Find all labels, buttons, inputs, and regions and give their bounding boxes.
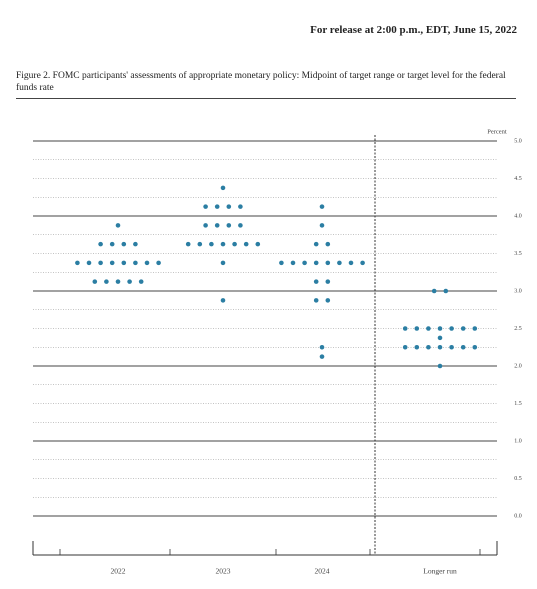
- dot: [238, 204, 243, 209]
- dot: [220, 185, 226, 191]
- dot: [232, 241, 237, 247]
- dot: [115, 223, 121, 228]
- dot: [226, 223, 232, 228]
- dot: [209, 241, 214, 247]
- dot: [197, 241, 203, 247]
- dot: [138, 279, 144, 284]
- dot: [243, 241, 249, 247]
- dot: [319, 204, 325, 209]
- release-note: For release at 2:00 p.m., EDT, June 15, …: [310, 24, 517, 36]
- dot: [472, 326, 478, 331]
- y-tick-label: 2.0: [514, 363, 522, 369]
- dot: [325, 241, 331, 247]
- dot: [255, 241, 261, 247]
- dot: [86, 260, 92, 266]
- dot: [98, 260, 103, 266]
- y-tick-label: 3.5: [514, 251, 522, 257]
- dot: [133, 260, 138, 266]
- dot: [144, 260, 150, 266]
- dot: [402, 344, 408, 350]
- y-axis-label: Percent: [487, 128, 507, 135]
- dot: [238, 223, 243, 228]
- dot: [449, 326, 454, 331]
- y-tick-label: 4.0: [514, 213, 522, 219]
- x-tick-label: 2022: [111, 567, 126, 576]
- dot: [203, 223, 208, 228]
- dot: [127, 279, 132, 284]
- dot: [319, 344, 325, 350]
- dot: [437, 326, 443, 331]
- y-tick-label: 3.0: [514, 288, 522, 294]
- dot: [290, 260, 296, 266]
- dot: [214, 204, 220, 209]
- dot: [302, 260, 307, 266]
- dot: [226, 204, 232, 209]
- dot: [203, 204, 208, 209]
- dot: [313, 298, 319, 303]
- dot: [279, 260, 284, 266]
- dot: [360, 260, 365, 266]
- figure-title: Figure 2. FOMC participants' assessments…: [16, 70, 516, 99]
- dot: [98, 241, 103, 247]
- dot: [121, 260, 127, 266]
- dot: [348, 260, 354, 266]
- y-tick-label: 2.5: [514, 326, 522, 332]
- x-tick-label: 2024: [315, 567, 330, 576]
- y-tick-label: 1.0: [514, 438, 522, 444]
- dot: [337, 260, 342, 266]
- dot: [325, 279, 331, 284]
- dot: [402, 326, 408, 331]
- dot: [472, 344, 478, 350]
- dot: [156, 260, 161, 266]
- x-tick-label: 2023: [216, 567, 231, 576]
- dot: [115, 279, 121, 284]
- dot: [325, 298, 331, 303]
- dot: [313, 241, 319, 247]
- dot: [220, 298, 226, 303]
- dot: [443, 288, 449, 294]
- dot: [185, 241, 191, 247]
- dot: [319, 223, 325, 228]
- dot: [319, 354, 325, 359]
- dot: [437, 363, 443, 369]
- dot: [313, 279, 319, 284]
- dot: [325, 260, 331, 266]
- dot: [313, 260, 319, 266]
- dot: [214, 223, 220, 228]
- dot: [104, 279, 109, 284]
- dot: [133, 241, 138, 247]
- dot: [220, 260, 226, 266]
- dot: [121, 241, 127, 247]
- dot: [109, 241, 115, 247]
- dot: [75, 260, 80, 266]
- dot: [414, 326, 420, 331]
- y-tick-label: 5.0: [514, 138, 522, 144]
- y-tick-label: 0.5: [514, 476, 522, 482]
- y-tick-label: 1.5: [514, 401, 522, 407]
- dot: [449, 344, 454, 350]
- dot: [437, 335, 443, 341]
- y-tick-label: 4.5: [514, 176, 522, 182]
- x-tick-label: Longer run: [423, 567, 457, 576]
- dot: [109, 260, 115, 266]
- dot: [414, 344, 420, 350]
- y-tick-label: 0.0: [514, 513, 522, 519]
- dot: [220, 241, 226, 247]
- dot: [460, 344, 466, 350]
- dot: [460, 326, 466, 331]
- dot: [92, 279, 98, 284]
- dot: [431, 288, 437, 294]
- dot: [426, 326, 431, 331]
- dot: [426, 344, 431, 350]
- dot: [437, 344, 443, 350]
